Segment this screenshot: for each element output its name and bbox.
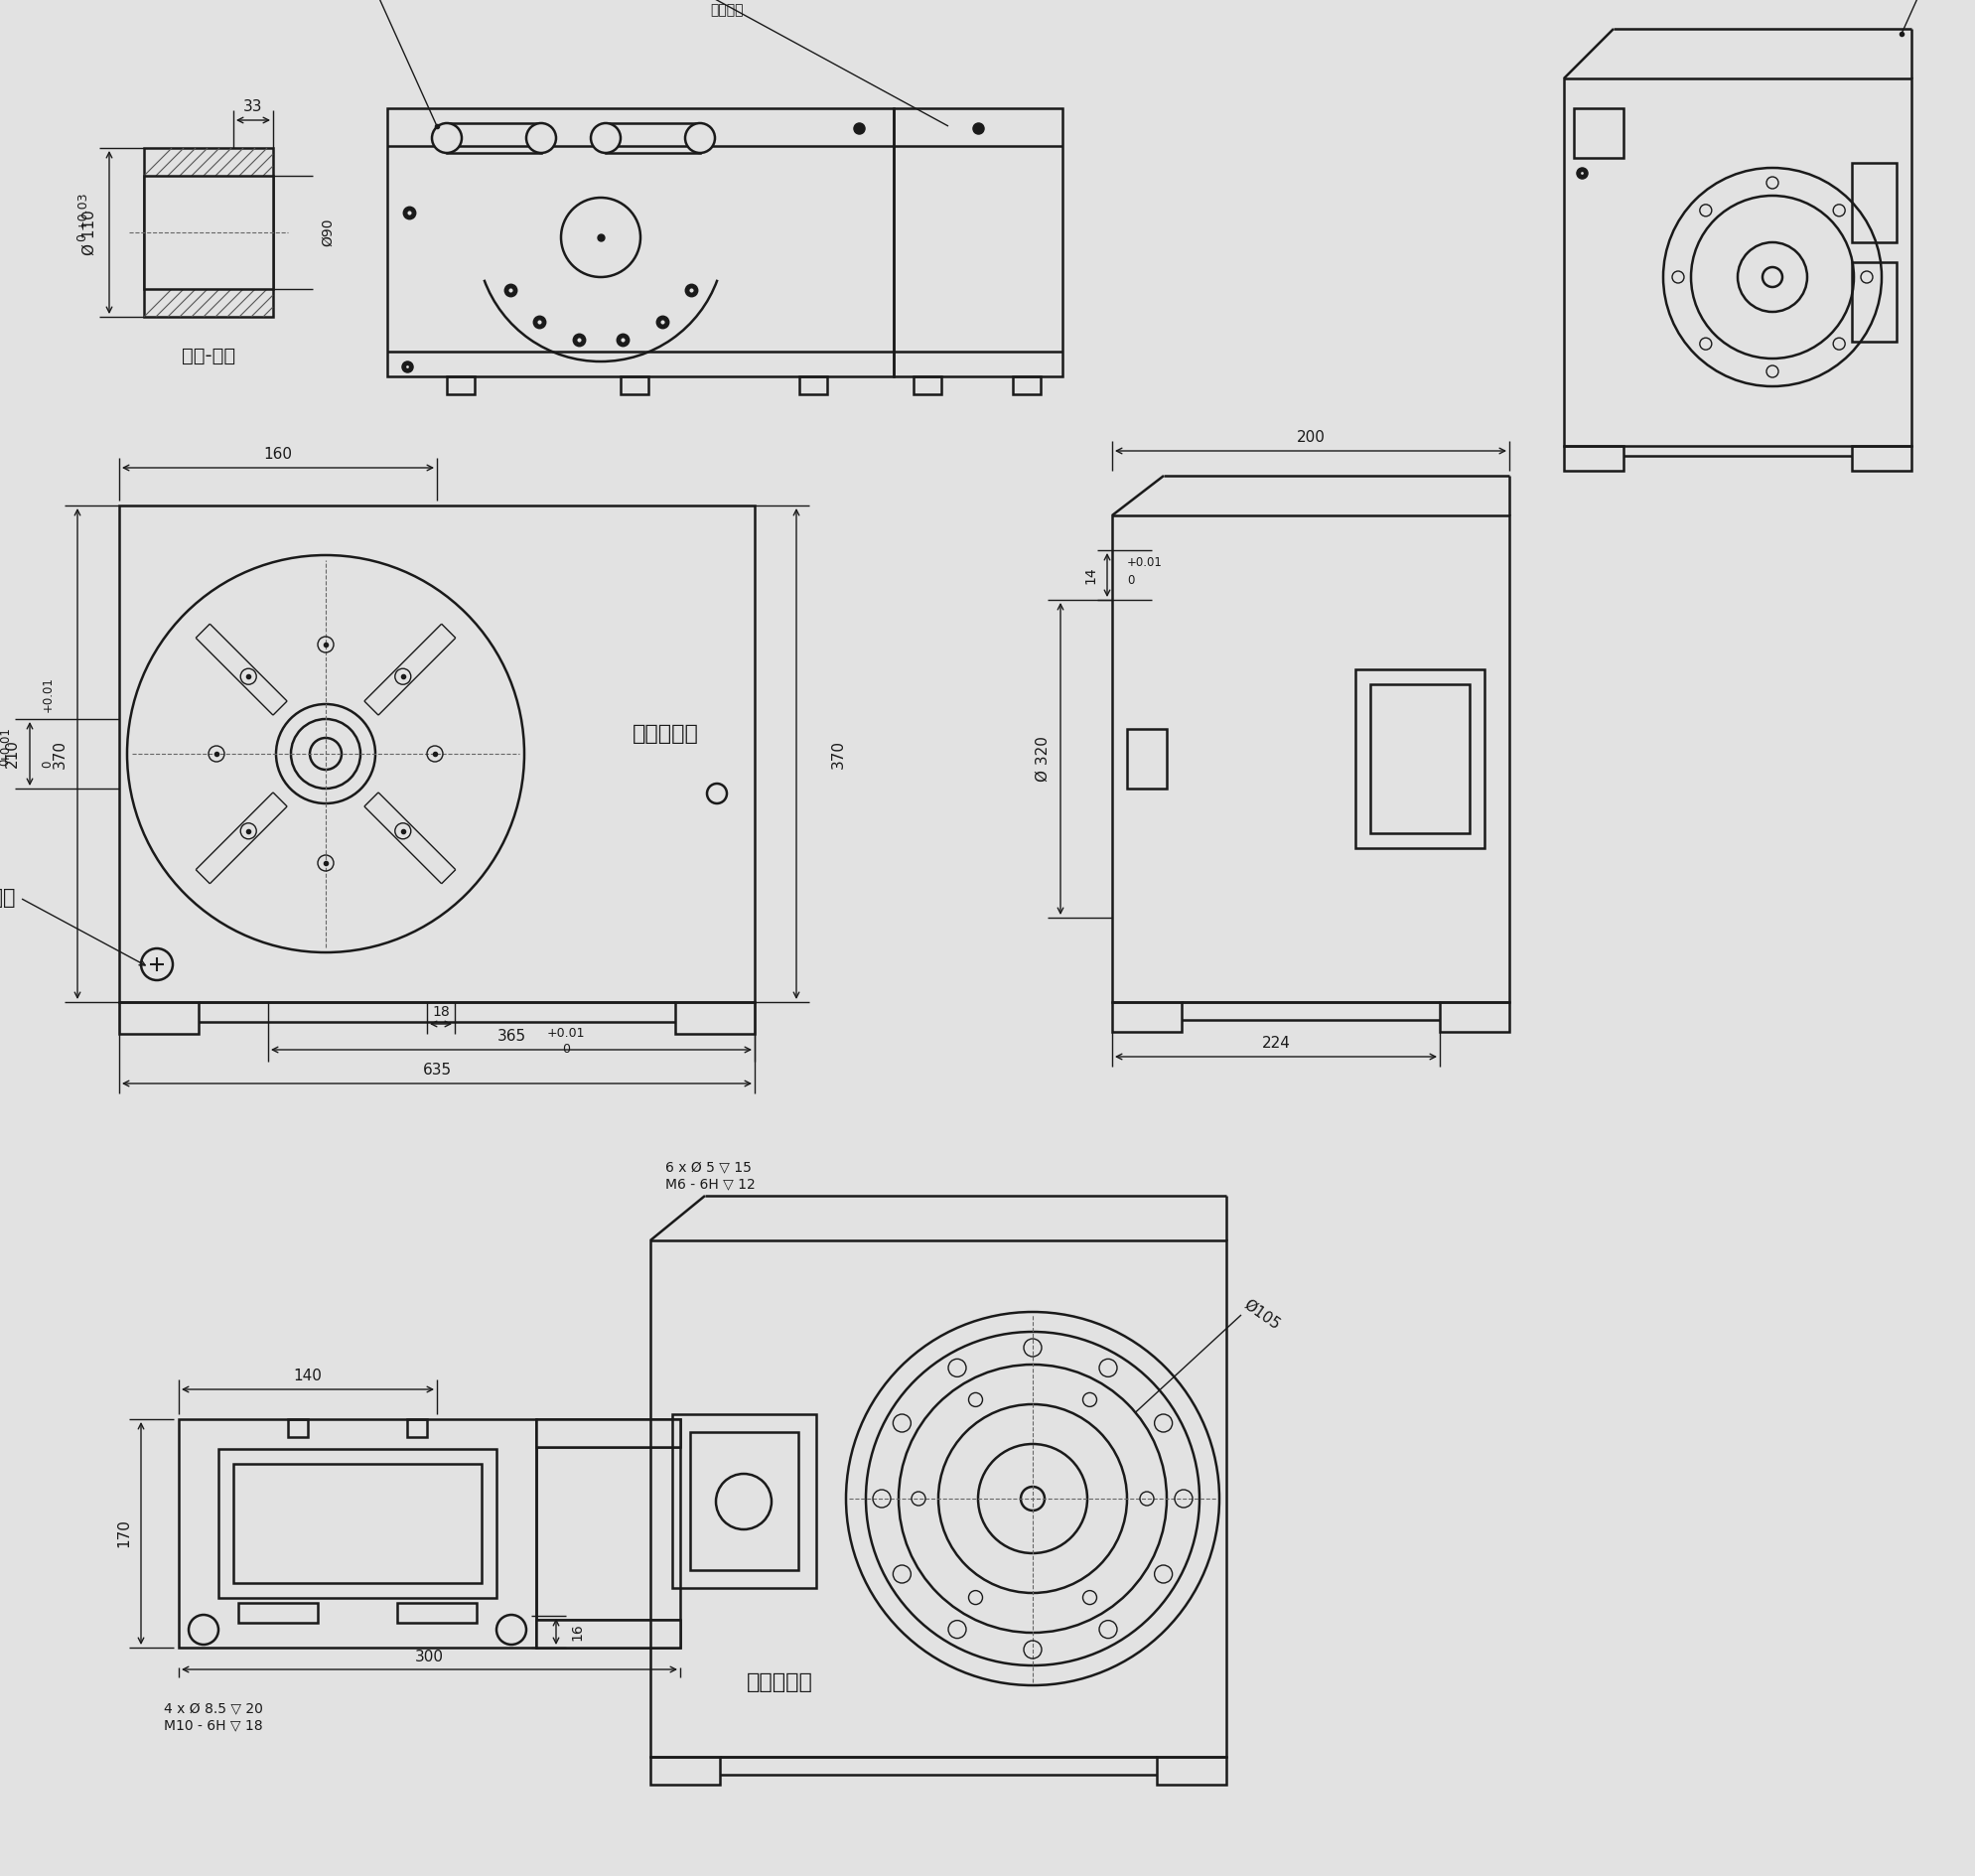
Text: 0: 0	[0, 758, 12, 765]
Bar	[1851, 163, 1896, 242]
Bar	[178, 1418, 535, 1647]
Text: 210: 210	[6, 739, 20, 767]
Text: 6 x Ø 5 ▽ 15
M6 - 6H ▽ 12: 6 x Ø 5 ▽ 15 M6 - 6H ▽ 12	[666, 1161, 754, 1191]
Text: 300: 300	[415, 1649, 444, 1664]
Bar	[407, 1418, 427, 1437]
Bar	[620, 377, 648, 394]
Bar	[1112, 516, 1509, 1002]
Text: 14: 14	[1082, 567, 1096, 583]
Text: 635: 635	[423, 1062, 450, 1077]
Text: +0.03: +0.03	[75, 191, 89, 229]
Bar	[535, 1418, 679, 1446]
Text: 16: 16	[569, 1623, 583, 1640]
Text: 33: 33	[243, 99, 263, 114]
Bar	[650, 1756, 719, 1784]
Text: Ø90: Ø90	[320, 218, 334, 246]
Text: 224: 224	[1260, 1036, 1290, 1051]
Circle shape	[591, 124, 620, 154]
Bar	[118, 505, 754, 1002]
Bar	[144, 176, 273, 289]
Bar	[1562, 79, 1910, 446]
Bar	[118, 1002, 199, 1034]
Bar	[1112, 1002, 1181, 1032]
Circle shape	[525, 124, 555, 154]
Text: 齿轮入油口: 齿轮入油口	[632, 724, 697, 745]
Text: 齿轮出油口: 齿轮出油口	[747, 1672, 812, 1692]
Bar	[1562, 446, 1623, 471]
Bar	[800, 377, 828, 394]
Bar	[912, 377, 940, 394]
Bar	[1440, 1002, 1509, 1032]
Circle shape	[433, 124, 462, 154]
Bar	[1572, 109, 1623, 158]
Text: 4 x Ø 8.5 ▽ 20
M10 - 6H ▽ 18: 4 x Ø 8.5 ▽ 20 M10 - 6H ▽ 18	[164, 1702, 263, 1732]
Circle shape	[685, 124, 715, 154]
Text: +0.01: +0.01	[1126, 557, 1161, 570]
Bar	[675, 1002, 754, 1034]
Bar	[1369, 685, 1469, 833]
Bar	[650, 1240, 1226, 1756]
Bar	[689, 1431, 798, 1570]
Bar	[672, 1415, 816, 1587]
Bar	[239, 1602, 318, 1623]
Bar	[893, 109, 1063, 377]
Bar	[397, 1602, 476, 1623]
Text: 370: 370	[831, 739, 845, 767]
Bar	[535, 1418, 679, 1647]
Bar	[446, 377, 474, 394]
Text: Ø 320: Ø 320	[1035, 735, 1051, 782]
Text: 0: 0	[75, 233, 89, 242]
Text: 0: 0	[1126, 574, 1134, 587]
Text: +0.01: +0.01	[547, 1028, 585, 1041]
Text: 0: 0	[41, 760, 53, 767]
Text: 3/8 Rc 螺纹孔
Ø 15.2 ▽ 18.09
刹车入口: 3/8 Rc 螺纹孔 Ø 15.2 ▽ 18.09 刹车入口	[709, 0, 814, 17]
Bar	[1126, 730, 1165, 788]
Bar	[1155, 1756, 1226, 1784]
Text: +0.01: +0.01	[41, 677, 53, 713]
Bar	[1851, 446, 1910, 471]
Text: 170: 170	[117, 1520, 130, 1548]
Text: 0: 0	[561, 1043, 569, 1056]
Text: 160: 160	[263, 446, 292, 461]
Text: 18: 18	[433, 1006, 450, 1019]
Text: 140: 140	[294, 1368, 322, 1383]
Text: 200: 200	[1296, 430, 1325, 445]
Bar	[288, 1418, 308, 1437]
Bar	[387, 109, 893, 377]
Bar	[1851, 263, 1896, 341]
Text: Ø105: Ø105	[1240, 1296, 1282, 1332]
Bar	[219, 1448, 496, 1598]
Bar	[144, 148, 273, 317]
Bar	[233, 1463, 482, 1583]
Text: 润滑出油口: 润滑出油口	[0, 887, 16, 908]
Bar	[1355, 670, 1483, 848]
Text: 中空-中空: 中空-中空	[182, 347, 235, 366]
Text: 365: 365	[496, 1028, 525, 1043]
Bar	[446, 124, 541, 154]
Bar	[606, 124, 699, 154]
Text: +0.01: +0.01	[0, 726, 12, 762]
Bar	[1013, 377, 1041, 394]
Bar	[535, 1619, 679, 1647]
Text: 370: 370	[53, 739, 67, 767]
Text: Ø 110: Ø 110	[83, 210, 97, 255]
